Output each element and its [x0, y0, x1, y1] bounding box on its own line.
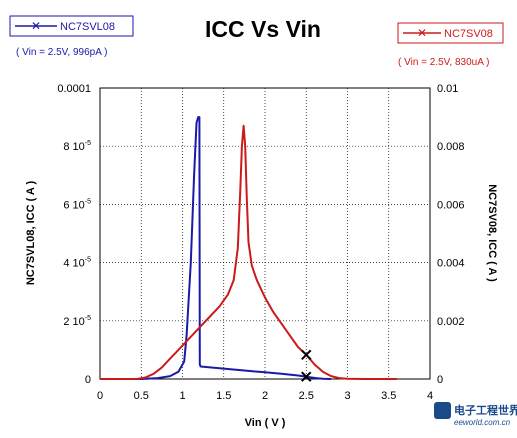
- legend-left: ✕ NC7SVL08 ( Vin = 2.5V, 996pA ): [9, 15, 134, 58]
- y-left-tick-label: 0: [85, 374, 91, 386]
- watermark: 电子工程世界 eeworld.com.cn: [434, 402, 517, 427]
- y-right-tick-label: 0.004: [437, 258, 465, 270]
- series-group: [100, 116, 397, 380]
- legend-right-label: NC7SV08: [444, 28, 493, 40]
- legend-right-marker-icon: ✕: [417, 26, 427, 40]
- y-left-tick-label: 8 10-5: [63, 140, 91, 153]
- markers-group: [301, 349, 312, 382]
- x-tick-label: 4: [427, 390, 433, 402]
- marker-nc7sv08: [301, 349, 312, 361]
- y-right-tick-label: 0.002: [437, 316, 465, 328]
- legend-right-box: [397, 22, 504, 44]
- marker-stroke: [301, 349, 312, 361]
- y-right-tick-label: 0.01: [437, 83, 458, 95]
- watermark-logo-icon: [434, 402, 451, 419]
- x-tick-label: 3: [344, 390, 350, 402]
- legend-right-note: ( Vin = 2.5V, 830uA ): [398, 57, 489, 68]
- watermark-main: 电子工程世界: [454, 403, 517, 417]
- y-right-tick-label: 0.008: [437, 141, 465, 153]
- grid: [100, 88, 430, 379]
- x-tick-label: 1: [179, 390, 185, 402]
- y-left-tick-label: 6 10-5: [63, 198, 91, 211]
- y-left-axis-label: NC7SVL08, ICC ( A ): [25, 181, 37, 286]
- x-tick-label: 2: [262, 390, 268, 402]
- legend-left-box: [9, 15, 134, 37]
- legend-right: ✕ NC7SV08 ( Vin = 2.5V, 830uA ): [397, 22, 504, 68]
- x-axis-label: Vin ( V ): [245, 417, 286, 429]
- y-left-tick-labels: 0 2 10-5 4 10-5 6 10-5 8 10-5 0.0001: [57, 83, 91, 386]
- x-tick-label: 0.5: [134, 390, 149, 402]
- marker-stroke: [301, 371, 312, 382]
- x-tick-label: 3.5: [381, 390, 396, 402]
- x-tick-label: 1.5: [216, 390, 231, 402]
- y-right-axis-label: NC7SV08, ICC ( A ): [486, 184, 498, 282]
- x-tick-label: 0: [97, 390, 103, 402]
- chart-title: ICC Vs Vin: [205, 16, 321, 42]
- series-line-nc7svl08: [100, 116, 332, 380]
- legend-left-label: NC7SVL08: [60, 21, 115, 33]
- legend-left-marker-icon: ✕: [31, 19, 41, 33]
- y-right-tick-label: 0.006: [437, 199, 465, 211]
- legend-left-note: ( Vin = 2.5V, 996pA ): [16, 47, 107, 58]
- marker-nc7svl08: [301, 371, 312, 382]
- watermark-sub: eeworld.com.cn: [454, 418, 511, 427]
- plot-area: [99, 87, 431, 380]
- series-line-nc7sv08: [100, 124, 397, 380]
- x-tick-labels: 0 0.5 1 1.5 2 2.5 3 3.5 4: [97, 390, 433, 402]
- y-right-tick-label: 0: [437, 374, 443, 386]
- y-left-tick-label: 0.0001: [57, 83, 91, 95]
- x-tick-label: 2.5: [299, 390, 314, 402]
- y-left-tick-label: 4 10-5: [63, 257, 91, 270]
- y-left-tick-label: 2 10-5: [63, 315, 91, 328]
- y-right-tick-labels: 0 0.002 0.004 0.006 0.008 0.01: [437, 83, 465, 386]
